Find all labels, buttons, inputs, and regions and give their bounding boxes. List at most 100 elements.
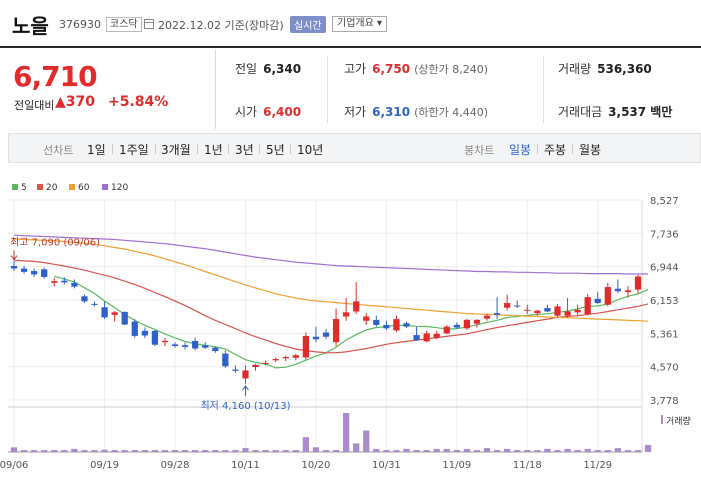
y-tick-label: 7,736 [650,229,679,240]
x-tick-label: 11/18 [513,460,542,471]
toolbar-separator [228,144,229,154]
toolbar-separator [259,144,260,154]
candle-body [322,332,330,337]
x-tick-label: 10/20 [302,460,331,471]
volume-bar [61,450,68,452]
candle-body [151,330,159,345]
volume-bar [423,450,430,452]
candle-body [554,306,561,316]
candle-body [574,309,581,313]
ma5-line [54,275,649,369]
price-stats: 전일 6,340 고가 6,750 (상한가 8,240) 거래량 536,360 시가… [217,50,701,129]
candle-body [181,345,189,347]
stat-volume: 거래량 536,360 [558,60,652,77]
y-tick-label: 6,153 [650,296,679,307]
company-overview-button[interactable]: 기업개요 ▾ [332,16,387,32]
stat-label: 저가 [344,105,367,119]
x-tick-label: 09/06 [0,460,28,471]
legend-ma5: 5 [12,183,27,193]
candle-body [373,319,380,325]
volume-bar [353,443,360,452]
candle-body [252,364,259,368]
volume-bar [393,450,400,452]
volume-bar [433,448,440,452]
volume-bar [413,450,420,452]
period-1d[interactable]: 1일 [87,143,106,157]
candle-body [101,307,108,318]
volume-bar [564,448,571,452]
volume-bar [282,450,289,452]
volume-bar [252,450,259,452]
volume-bar [322,450,330,452]
period-3y[interactable]: 3년 [235,143,254,157]
candle-body [272,359,279,361]
volume-bar [534,450,541,452]
candle-body [493,313,501,315]
candle-body [483,315,491,319]
candle-body [634,276,642,290]
volume-bar [10,447,18,452]
candle-body [131,321,138,336]
period-3m[interactable]: 3개월 [161,143,191,157]
market-badge: 코스닥 [106,17,142,32]
stat-high: 고가 6,750 (상한가 8,240) [344,60,488,77]
volume-bar [151,450,159,452]
realtime-button[interactable]: 실시간 [290,16,326,33]
x-tick-label: 09/28 [161,460,190,471]
stat-low: 저가 6,310 (하한가 4,440) [344,103,488,120]
chart-period-toolbar: 선차트 1일 1주일 3개월 1년 3년 5년 10년 봉차트 일봉 주봉 월봉 [8,133,701,163]
volume-bar [594,450,601,452]
y-tick-label: 4,570 [650,363,679,374]
candle-body [514,305,521,307]
candle-body [282,356,289,359]
candle-body [232,369,239,371]
volume-bar [493,450,501,452]
toolbar-separator [290,144,291,154]
period-10y[interactable]: 10년 [297,143,324,157]
candle-body [71,282,78,287]
volume-bar [554,450,561,452]
candle-body [383,324,390,329]
volume-bar [111,450,118,452]
candle-body [473,319,481,324]
stock-code: 376930 [59,18,101,31]
toolbar-separator [155,144,156,154]
candle-body [453,324,460,328]
candle-body [584,297,591,315]
ma60-line [13,238,649,322]
legend-swatch [12,184,18,190]
period-1y[interactable]: 1년 [204,143,223,157]
stat-value: 3,537 백만 [608,105,673,119]
volume-bar [121,450,128,452]
y-tick-label: 5,361 [650,329,679,340]
period-1w[interactable]: 1주일 [119,143,149,157]
candle-weekly[interactable]: 주봉 [544,143,567,157]
volume-bar [604,450,611,452]
ma20-line [13,259,649,354]
low-annotation: 최저 4,160 (10/13) [200,400,290,412]
volume-bar [624,450,632,452]
volume-bar [504,448,511,452]
candle-body [393,319,400,331]
candle-body [624,290,632,293]
candle-body [463,319,471,329]
volume-bar [71,448,78,452]
candle-monthly[interactable]: 월봉 [579,143,602,157]
legend-swatch [37,184,43,190]
toolbar-separator [112,144,113,154]
volume-bar [161,450,169,452]
volume-bar [312,447,320,452]
candle-body [433,333,440,338]
volume-bar [584,448,591,452]
candle-body [302,335,309,358]
legend-ma20: 20 [37,183,57,193]
period-5y[interactable]: 5년 [266,143,285,157]
volume-bar [141,450,148,452]
volume-bar [51,450,58,452]
volume-bar [373,448,380,452]
volume-bar [644,444,652,452]
ma120-line [13,234,649,275]
stat-label: 거래대금 [558,105,603,119]
candle-daily[interactable]: 일봉 [509,143,532,157]
volume-bar [614,448,621,452]
